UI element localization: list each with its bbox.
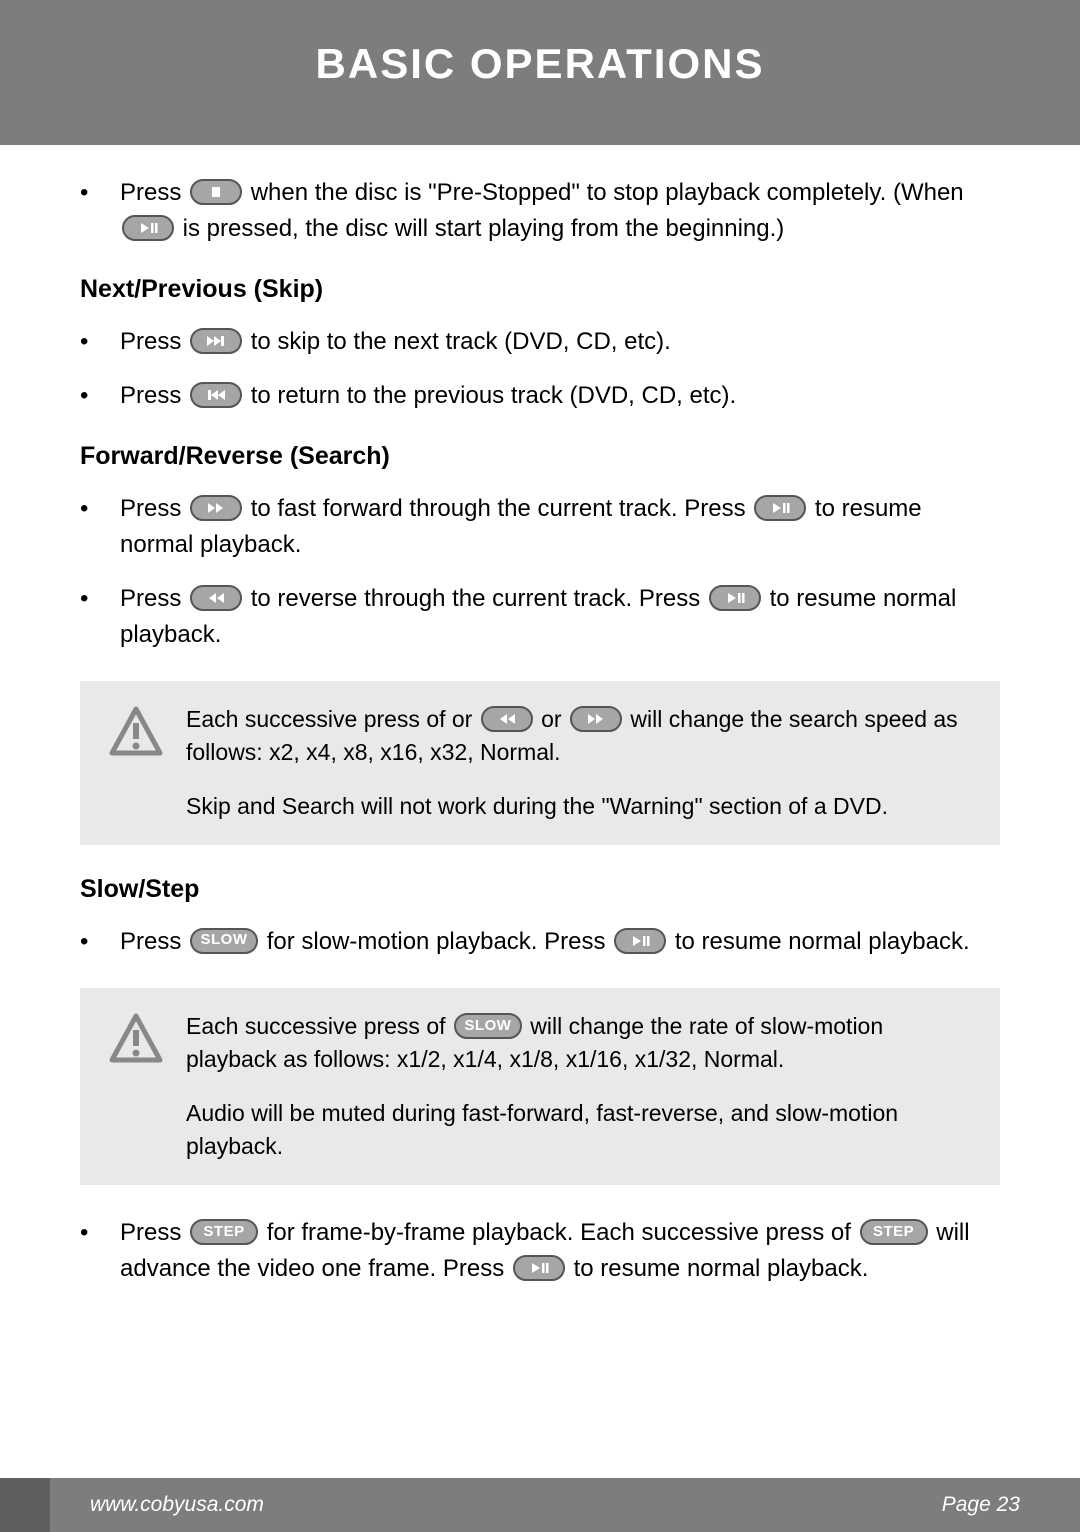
- text: Press: [120, 179, 188, 206]
- btn-label: SLOW: [464, 1015, 511, 1037]
- search-heading: Forward/Reverse (Search): [80, 442, 1000, 471]
- text: Press: [120, 585, 188, 612]
- list-item: Press STEP for frame-by-frame playback. …: [80, 1215, 1000, 1287]
- text: to skip to the next track (DVD, CD, etc)…: [251, 328, 671, 355]
- page-title: BASIC OPERATIONS: [316, 40, 765, 88]
- list-item: Press to reverse through the current tra…: [80, 581, 1000, 653]
- step-list: Press STEP for frame-by-frame playback. …: [80, 1215, 1000, 1287]
- list-item: Press to skip to the next track (DVD, CD…: [80, 324, 1000, 360]
- text: for frame-by-frame playback. Each succes…: [267, 1219, 858, 1246]
- text: to resume normal playback.: [675, 928, 970, 955]
- play-pause-button-icon: [754, 495, 806, 521]
- footer-page: Page 23: [942, 1493, 1020, 1517]
- slow-list: Press SLOW for slow-motion playback. Pre…: [80, 924, 1000, 960]
- slow-button-icon: SLOW: [454, 1013, 522, 1039]
- text: Each successive press of: [186, 1013, 452, 1039]
- text: Each successive press of or: [186, 706, 479, 732]
- fast-forward-button-icon: [570, 706, 622, 732]
- step-button-icon: STEP: [190, 1219, 258, 1245]
- list-item: Press SLOW for slow-motion playback. Pre…: [80, 924, 1000, 960]
- text: to fast forward through the current trac…: [251, 495, 753, 522]
- stop-button-icon: [190, 179, 242, 205]
- intro-list: Press when the disc is "Pre-Stopped" to …: [80, 175, 1000, 247]
- page-header: BASIC OPERATIONS: [0, 0, 1080, 145]
- warning-icon: [108, 705, 164, 761]
- text: Press: [120, 382, 188, 409]
- info-box-slow: Each successive press of SLOW will chang…: [80, 988, 1000, 1185]
- fast-reverse-button-icon: [481, 706, 533, 732]
- skip-heading: Next/Previous (Skip): [80, 275, 1000, 304]
- btn-label: SLOW: [201, 929, 248, 952]
- info-para: Each successive press of SLOW will chang…: [186, 1010, 972, 1077]
- text: to resume normal playback.: [574, 1255, 869, 1282]
- page-content: Press when the disc is "Pre-Stopped" to …: [0, 145, 1080, 1287]
- play-pause-button-icon: [122, 215, 174, 241]
- list-item: Press to return to the previous track (D…: [80, 378, 1000, 414]
- slow-heading: Slow/Step: [80, 875, 1000, 904]
- page-footer: www.cobyusa.com Page 23: [0, 1478, 1080, 1532]
- text: Press: [120, 328, 188, 355]
- info-para: Audio will be muted during fast-forward,…: [186, 1097, 972, 1164]
- next-track-button-icon: [190, 328, 242, 354]
- prev-track-button-icon: [190, 382, 242, 408]
- play-pause-button-icon: [614, 928, 666, 954]
- text: Press: [120, 495, 188, 522]
- skip-list: Press to skip to the next track (DVD, CD…: [80, 324, 1000, 414]
- info-box-search: Each successive press of or or will chan…: [80, 681, 1000, 845]
- slow-button-icon: SLOW: [190, 928, 258, 954]
- text: to reverse through the current track. Pr…: [251, 585, 707, 612]
- play-pause-button-icon: [513, 1255, 565, 1281]
- text: when the disc is "Pre-Stopped" to stop p…: [251, 179, 964, 206]
- info-text: Each successive press of SLOW will chang…: [186, 1010, 972, 1163]
- text: Press: [120, 928, 188, 955]
- list-item: Press to fast forward through the curren…: [80, 491, 1000, 563]
- info-para: Each successive press of or or will chan…: [186, 703, 972, 770]
- info-para: Skip and Search will not work during the…: [186, 790, 972, 823]
- play-pause-button-icon: [709, 585, 761, 611]
- step-button-icon: STEP: [860, 1219, 928, 1245]
- text: or: [541, 706, 568, 732]
- text: Press: [120, 1219, 188, 1246]
- fast-reverse-button-icon: [190, 585, 242, 611]
- info-text: Each successive press of or or will chan…: [186, 703, 972, 823]
- text: for slow-motion playback. Press: [267, 928, 612, 955]
- search-list: Press to fast forward through the curren…: [80, 491, 1000, 653]
- footer-url: www.cobyusa.com: [90, 1493, 264, 1517]
- fast-forward-button-icon: [190, 495, 242, 521]
- list-item: Press when the disc is "Pre-Stopped" to …: [80, 175, 1000, 247]
- btn-label: STEP: [873, 1221, 914, 1244]
- btn-label: STEP: [203, 1221, 244, 1244]
- text: to return to the previous track (DVD, CD…: [251, 382, 737, 409]
- text: is pressed, the disc will start playing …: [183, 215, 785, 242]
- warning-icon: [108, 1012, 164, 1068]
